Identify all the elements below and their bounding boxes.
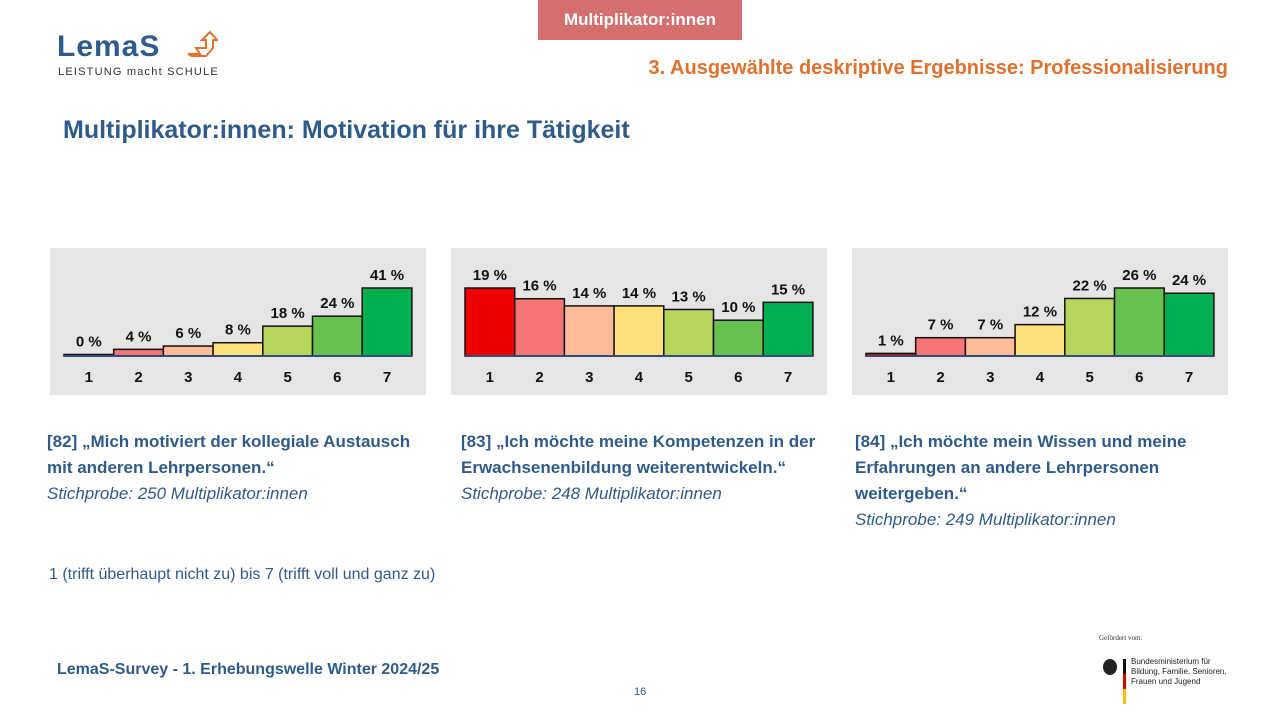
category-label: 4 xyxy=(234,369,243,386)
question-text: [82] „Mich motiviert der kollegiale Aust… xyxy=(47,432,411,477)
category-label: 7 xyxy=(784,369,792,386)
bar-6 xyxy=(1113,287,1165,357)
sample-size: Stichprobe: 248 Multiplikator:innen xyxy=(461,484,722,503)
bar-chart-82: 0 % 1 4 % 2 6 % 3 8 % 4 18 % 5 24 % 6 41 % 7 xyxy=(63,267,413,386)
bar-5 xyxy=(1064,297,1116,357)
category-label: 3 xyxy=(184,369,192,386)
category-label: 4 xyxy=(635,369,644,386)
bar-2 xyxy=(513,297,566,357)
data-label: 8 % xyxy=(225,322,251,339)
data-label: 41 % xyxy=(370,267,404,284)
data-label: 6 % xyxy=(175,325,201,342)
category-label: 5 xyxy=(1085,369,1093,386)
data-label: 18 % xyxy=(271,305,305,322)
bar-1 xyxy=(464,287,516,357)
category-label: 1 xyxy=(486,369,494,386)
footer-survey: LemaS-Survey - 1. Erhebungswelle Winter … xyxy=(57,661,440,678)
funded-by-label: Gefördert vom: xyxy=(1099,634,1143,642)
category-label: 4 xyxy=(1036,369,1045,386)
category-label: 6 xyxy=(1135,369,1143,386)
data-label: 7 % xyxy=(977,317,1003,334)
data-label: 0 % xyxy=(76,334,102,351)
category-label: 5 xyxy=(283,369,291,386)
logo-arrow-icon xyxy=(187,30,218,57)
scale-note: 1 (trifft überhaupt nicht zu) bis 7 (tri… xyxy=(49,566,436,583)
data-label: 1 % xyxy=(878,332,904,349)
bar-chart-84: 1 % 1 7 % 2 7 % 3 12 % 4 22 % 5 26 % 6 24 % 7 xyxy=(865,267,1215,386)
category-label: 1 xyxy=(85,369,93,386)
data-label: 24 % xyxy=(320,295,354,312)
category-label: 7 xyxy=(383,369,391,386)
bar-4 xyxy=(1014,323,1066,357)
category-label: 3 xyxy=(585,369,593,386)
category-label: 6 xyxy=(734,369,742,386)
section-tab: Multiplikator:innen xyxy=(538,0,742,40)
category-label: 7 xyxy=(1185,369,1193,386)
caption-82: [82] „Mich motiviert der kollegiale Aust… xyxy=(47,429,422,507)
bar-6 xyxy=(712,319,764,357)
category-label: 5 xyxy=(684,369,692,386)
chart-panel-83: 19 % 1 16 % 2 14 % 3 14 % 4 13 % 5 10 % 6 15 % 7 xyxy=(451,248,827,395)
category-label: 6 xyxy=(333,369,341,386)
page-title: Multiplikator:innen: Motivation für ihre… xyxy=(63,116,630,144)
ministry-logo-icon xyxy=(1103,659,1126,704)
sample-size: Stichprobe: 249 Multiplikator:innen xyxy=(855,510,1116,529)
data-label: 19 % xyxy=(473,267,507,284)
question-text: [84] „Ich möchte mein Wissen und meine E… xyxy=(855,432,1187,503)
bar-3 xyxy=(964,336,1016,357)
ministry-name: Bundesministerium für Bildung, Familie, … xyxy=(1131,657,1227,686)
question-text: [83] „Ich möchte meine Kompetenzen in de… xyxy=(461,432,816,477)
data-label: 13 % xyxy=(672,288,706,305)
data-label: 14 % xyxy=(622,285,656,302)
caption-84: [84] „Ich möchte mein Wissen und meine E… xyxy=(855,429,1227,533)
bar-2 xyxy=(914,336,967,357)
lemas-logo: LemaS xyxy=(57,30,161,63)
category-label: 2 xyxy=(535,369,543,386)
bar-3 xyxy=(563,305,615,357)
bar-5 xyxy=(663,308,715,357)
data-label: 14 % xyxy=(572,285,606,302)
data-label: 4 % xyxy=(126,328,152,345)
data-label: 10 % xyxy=(721,299,755,316)
data-label: 7 % xyxy=(928,317,954,334)
bar-7 xyxy=(361,287,413,357)
bar-chart-83: 19 % 1 16 % 2 14 % 3 14 % 4 13 % 5 10 % 6 15 % 7 xyxy=(464,267,814,386)
bar-6 xyxy=(311,315,363,357)
data-label: 16 % xyxy=(522,278,556,295)
bar-3 xyxy=(162,345,214,357)
data-label: 24 % xyxy=(1172,272,1206,289)
data-label: 12 % xyxy=(1023,304,1057,321)
category-label: 2 xyxy=(936,369,944,386)
category-label: 3 xyxy=(986,369,994,386)
section-heading: 3. Ausgewählte deskriptive Ergebnisse: P… xyxy=(648,57,1228,79)
data-label: 15 % xyxy=(771,281,805,298)
category-label: 1 xyxy=(887,369,895,386)
category-label: 2 xyxy=(134,369,142,386)
bar-4 xyxy=(212,341,264,357)
chart-panel-84: 1 % 1 7 % 2 7 % 3 12 % 4 22 % 5 26 % 6 24 % 7 xyxy=(852,248,1228,395)
caption-83: [83] „Ich möchte meine Kompetenzen in de… xyxy=(461,429,826,507)
data-label: 22 % xyxy=(1073,277,1107,294)
bar-5 xyxy=(262,325,314,357)
data-label: 26 % xyxy=(1122,267,1156,284)
bar-4 xyxy=(613,305,665,357)
bar-7 xyxy=(1163,292,1215,357)
bar-7 xyxy=(762,301,814,357)
sample-size: Stichprobe: 250 Multiplikator:innen xyxy=(47,484,308,503)
page-number: 16 xyxy=(634,686,647,698)
logo-tagline: LEISTUNG macht SCHULE xyxy=(58,66,219,78)
chart-panel-82: 0 % 1 4 % 2 6 % 3 8 % 4 18 % 5 24 % 6 41 % 7 xyxy=(50,248,426,395)
